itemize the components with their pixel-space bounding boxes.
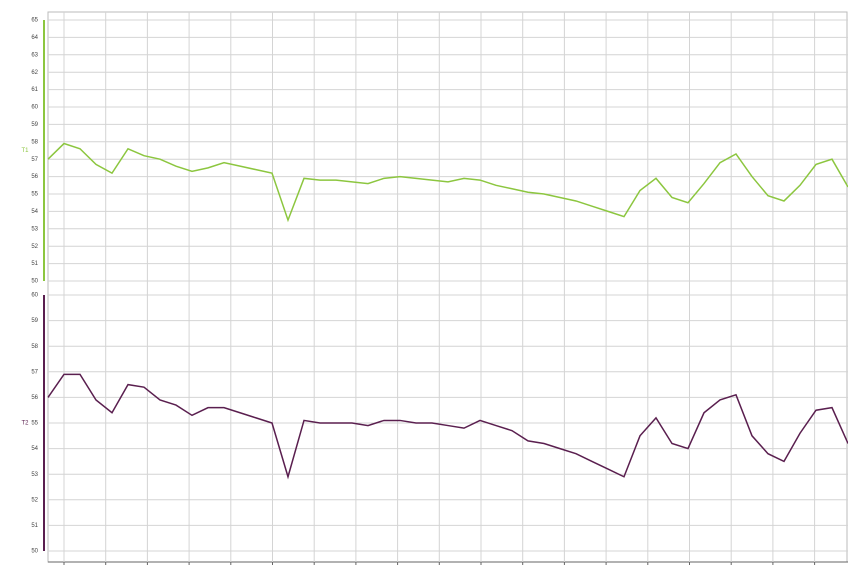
plot-frame [47,11,848,563]
y-tick-label: 62 [31,70,38,76]
y-tick-label: 51 [31,523,38,529]
y-tick-label: 60 [31,293,38,299]
y-tick-label: 60 [31,105,38,111]
y-tick-label: 53 [31,472,38,478]
y-tick-label: 52 [31,244,38,250]
y-tick-label: 54 [31,446,38,452]
y-axis-label: T2 [21,421,29,427]
y-tick-label: 54 [31,209,38,215]
y-tick-label: 56 [31,395,38,401]
y-tick-label: 55 [31,192,38,198]
y-tick-label: 55 [31,421,38,427]
y-tick-label: 53 [31,226,38,232]
y-tick-label: 56 [31,174,38,180]
series-line [47,142,848,223]
y-tick-label: 64 [31,35,38,41]
y-tick-label: 58 [31,344,38,350]
y-tick-label: 59 [31,122,38,128]
y-tick-label: 59 [31,318,38,324]
y-tick-label: 61 [31,87,38,93]
y-tick-label: 50 [31,549,38,555]
y-axis-label: T1 [21,148,29,154]
y-tick-label: 57 [31,369,38,375]
series-line [47,373,848,480]
y-tick-label: 58 [31,139,38,145]
y-tick-label: 52 [31,497,38,503]
y-tick-label: 65 [31,18,38,24]
y-tick-label: 63 [31,52,38,58]
y-tick-label: 57 [31,157,38,163]
y-tick-label: 51 [31,261,38,267]
y-tick-label: 50 [31,279,38,285]
